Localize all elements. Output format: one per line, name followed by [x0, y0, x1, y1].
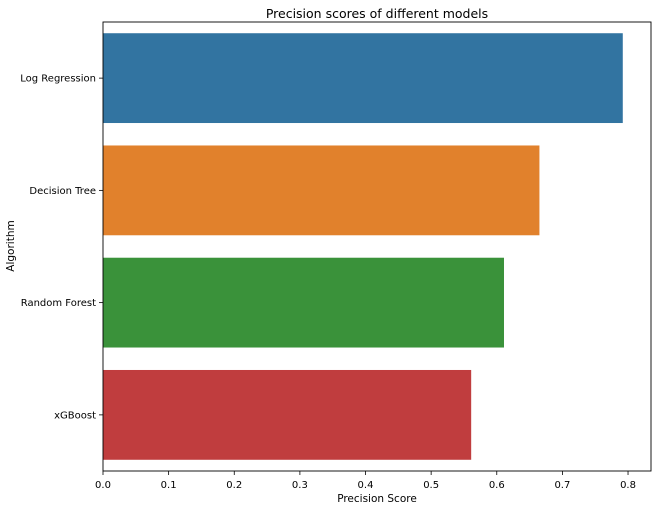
x-tick-label: 0.6: [489, 480, 505, 491]
x-tick-label: 0.4: [358, 480, 374, 491]
x-tick-label: 0.1: [161, 480, 177, 491]
x-tick-label: 0.3: [292, 480, 308, 491]
x-axis: 0.0 0.1 0.2 0.3 0.4 0.5 0.6 0.7 0.8: [95, 471, 636, 491]
bar-decision-tree: [103, 145, 540, 236]
y-tick-label: Log Regression: [20, 74, 96, 85]
y-tick-label: Random Forest: [21, 298, 96, 309]
x-tick-label: 0.8: [620, 480, 636, 491]
bar-log-regression: [103, 33, 623, 124]
y-axis-label: Algorithm: [5, 220, 17, 271]
x-tick-label: 0.2: [226, 480, 242, 491]
y-tick-label: Decision Tree: [29, 186, 96, 197]
y-tick-label: xGBoost: [54, 410, 96, 421]
plot-frame: [102, 21, 652, 472]
y-axis: Log Regression Decision Tree Random Forest…: [20, 74, 103, 421]
x-tick-label: 0.0: [95, 480, 111, 491]
x-tick-label: 0.5: [423, 480, 439, 491]
x-axis-label: Precision Score: [337, 493, 417, 505]
x-tick-label: 0.7: [554, 480, 570, 491]
bar-random-forest: [103, 257, 504, 348]
chart-title: Precision scores of different models: [266, 6, 488, 21]
bars-layer: [103, 33, 623, 460]
bar-xgboost: [103, 369, 472, 460]
